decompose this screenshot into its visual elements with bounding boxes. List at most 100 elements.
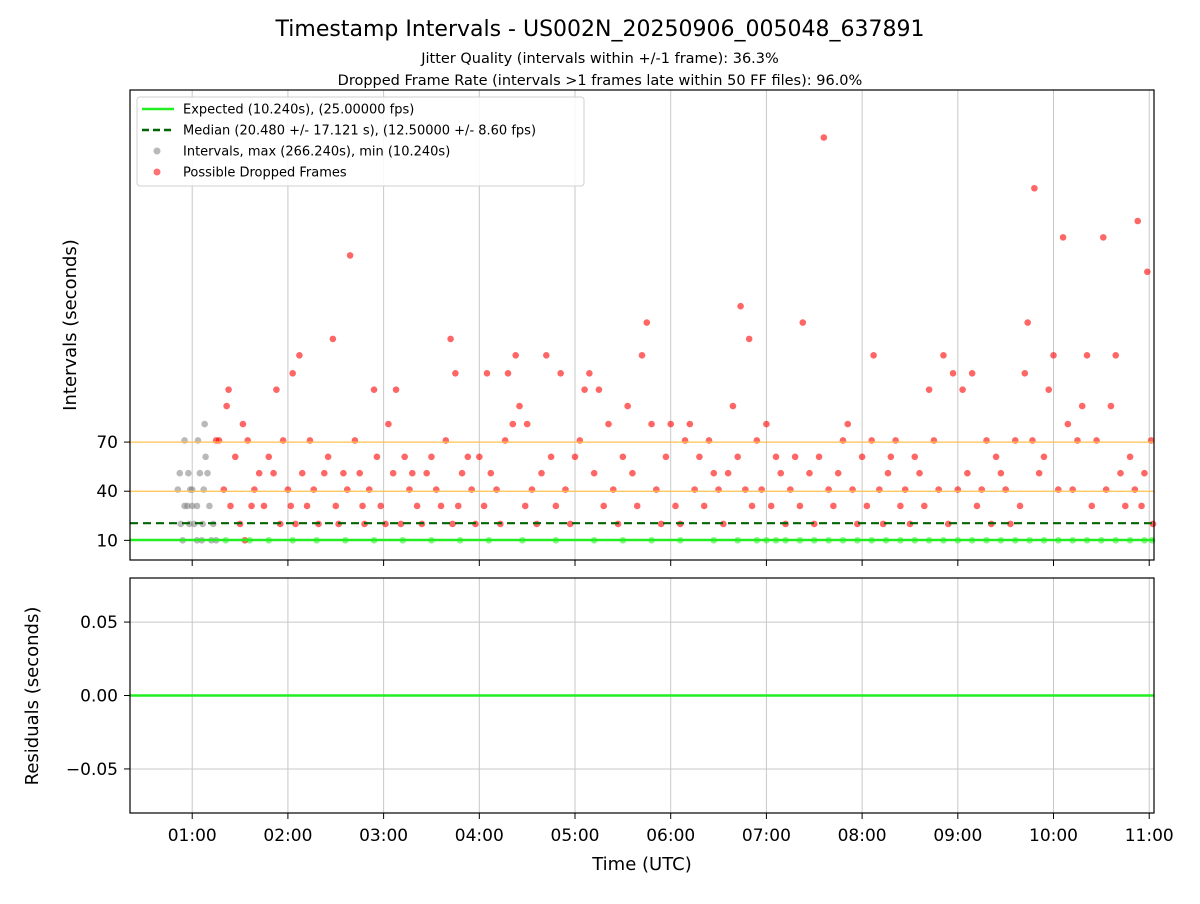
dropped-frame-point bbox=[343, 486, 351, 493]
dropped-frame-point bbox=[251, 486, 258, 493]
dropped-frame-point bbox=[1078, 402, 1086, 410]
dropped-frame-point bbox=[512, 351, 519, 359]
dropped-frame-point bbox=[1054, 486, 1062, 493]
dropped-frame-point bbox=[868, 437, 875, 444]
dropped-frame-point bbox=[911, 453, 919, 461]
residuals-x-tick-label: 04:00 bbox=[455, 826, 504, 846]
dropped-frame-point bbox=[385, 420, 392, 428]
dropped-frame-point bbox=[581, 386, 588, 393]
dropped-frame-point bbox=[772, 453, 780, 461]
chart-subtitle-dropped: Dropped Frame Rate (intervals >1 frames … bbox=[338, 73, 863, 89]
dropped-frame-point bbox=[734, 453, 742, 461]
intervals-y-ticks: 10 40 70 bbox=[96, 433, 130, 551]
intervals-reference-lines bbox=[130, 441, 1154, 542]
interval-point bbox=[194, 437, 202, 444]
dropped-frame-point bbox=[662, 453, 670, 461]
dropped-frame-point bbox=[653, 486, 660, 493]
residuals-x-tick-label: 10:00 bbox=[1029, 826, 1078, 846]
residuals-y-axis-label: Residuals (seconds) bbox=[22, 607, 43, 786]
interval-point bbox=[185, 469, 192, 477]
dropped-frame-point bbox=[742, 486, 749, 493]
dropped-frame-point bbox=[389, 469, 397, 477]
dropped-frame-point bbox=[442, 437, 450, 444]
dropped-frame-point bbox=[528, 486, 536, 493]
dropped-frame-point bbox=[796, 502, 804, 510]
dropped-frame-point bbox=[870, 351, 877, 359]
dropped-frame-point bbox=[930, 437, 938, 444]
dropped-frame-point bbox=[273, 386, 280, 393]
dropped-frame-point bbox=[351, 437, 359, 444]
dropped-frame-point bbox=[858, 453, 866, 461]
dropped-frame-point bbox=[815, 453, 823, 461]
dropped-frame-point bbox=[968, 370, 976, 377]
dropped-frame-point bbox=[454, 502, 462, 510]
dropped-frame-point bbox=[1102, 486, 1110, 493]
dropped-frame-point bbox=[552, 502, 560, 510]
dropped-frame-point bbox=[954, 486, 962, 493]
dropped-frame-point bbox=[1031, 184, 1038, 192]
dropped-frame-point bbox=[562, 486, 569, 493]
dropped-frame-point bbox=[715, 486, 722, 493]
dropped-frame-point bbox=[303, 502, 311, 510]
interval-point bbox=[188, 486, 196, 493]
dropped-frame-point bbox=[468, 486, 475, 493]
dropped-frame-point bbox=[571, 453, 579, 461]
dropped-frame-point bbox=[686, 420, 694, 428]
dropped-frame-point bbox=[1099, 234, 1107, 241]
dropped-frame-point bbox=[830, 502, 837, 510]
dropped-frame-point bbox=[1045, 386, 1053, 393]
dropped-frame-point bbox=[377, 502, 385, 510]
dropped-frame-point bbox=[700, 502, 708, 510]
dropped-frame-point bbox=[464, 453, 472, 461]
dropped-frame-point bbox=[332, 502, 340, 510]
residuals-x-axis-label: Time (UTC) bbox=[591, 854, 692, 875]
dropped-frame-point bbox=[1126, 453, 1134, 461]
interval-point bbox=[200, 486, 207, 493]
interval-point bbox=[181, 437, 188, 444]
dropped-frame-point bbox=[724, 469, 732, 477]
dropped-frame-point bbox=[521, 502, 529, 510]
dropped-frame-point bbox=[1112, 351, 1120, 359]
dropped-frame-point bbox=[487, 469, 495, 477]
residuals-x-tick-label: 05:00 bbox=[551, 826, 600, 846]
dropped-frame-point bbox=[516, 402, 523, 410]
dropped-frame-point bbox=[279, 437, 287, 444]
dropped-frame-point bbox=[566, 520, 574, 528]
residuals-x-tick-label: 11:00 bbox=[1125, 826, 1174, 846]
intervals-y-tick-label: 70 bbox=[96, 433, 118, 453]
residuals-y-tick-label: 0.00 bbox=[80, 687, 118, 707]
intervals-axes-frame bbox=[129, 89, 1155, 561]
dropped-frame-point bbox=[1035, 469, 1043, 477]
intervals-plot: 10 40 70 Intervals (seconds) Expected (10.… bbox=[60, 89, 1157, 566]
dropped-frame-point bbox=[935, 486, 942, 493]
dropped-frame-point bbox=[1059, 234, 1067, 241]
dropped-frame-point bbox=[1107, 402, 1115, 410]
legend-box bbox=[136, 96, 585, 187]
chart-subtitle-jitter: Jitter Quality (intervals within +/-1 fr… bbox=[420, 51, 779, 67]
dropped-frame-point bbox=[748, 502, 756, 510]
dropped-frame-point bbox=[447, 335, 454, 343]
dropped-frame-point bbox=[401, 453, 408, 461]
dropped-frame-point bbox=[839, 437, 847, 444]
dropped-frame-point bbox=[605, 420, 612, 428]
dropped-frame-point bbox=[1064, 420, 1072, 428]
dropped-frame-point bbox=[648, 420, 655, 428]
chart-title: Timestamp Intervals - US002N_20250906_00… bbox=[275, 17, 925, 42]
dropped-frame-point bbox=[1002, 486, 1009, 493]
dropped-frame-point bbox=[296, 351, 303, 359]
interval-point bbox=[206, 502, 213, 510]
intervals-points bbox=[174, 134, 1157, 544]
dropped-frame-point bbox=[284, 486, 292, 493]
residuals-x-tick-label: 02:00 bbox=[263, 826, 312, 846]
dropped-frame-point bbox=[1011, 437, 1019, 444]
dropped-frame-point bbox=[576, 437, 584, 444]
dropped-frame-point bbox=[265, 453, 273, 461]
interval-point bbox=[201, 420, 208, 428]
dropped-frame-point bbox=[681, 437, 689, 444]
dropped-frame-point bbox=[978, 486, 986, 493]
dropped-frame-point bbox=[542, 351, 550, 359]
dropped-frame-point bbox=[691, 486, 698, 493]
dropped-frame-point bbox=[992, 453, 1000, 461]
interval-point bbox=[188, 502, 196, 510]
dropped-frame-point bbox=[1117, 469, 1124, 477]
